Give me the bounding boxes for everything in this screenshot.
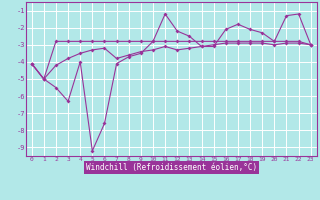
- X-axis label: Windchill (Refroidissement éolien,°C): Windchill (Refroidissement éolien,°C): [86, 163, 257, 172]
